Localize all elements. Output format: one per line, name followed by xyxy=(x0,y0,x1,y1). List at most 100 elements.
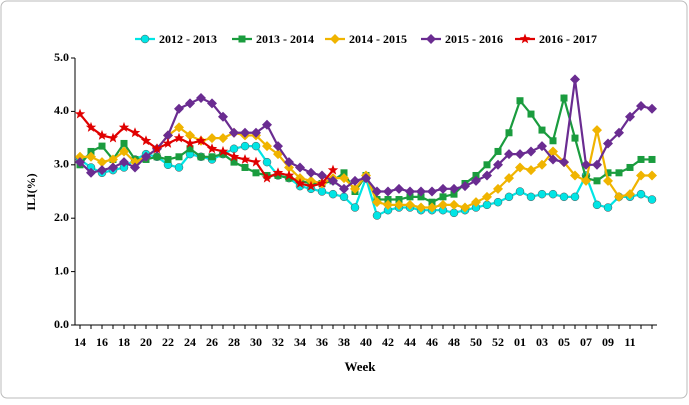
legend-label: 2016 - 2017 xyxy=(539,32,597,46)
data-point xyxy=(86,167,96,178)
x-tick-label: 30 xyxy=(250,335,262,349)
data-point xyxy=(372,211,382,220)
data-point xyxy=(86,151,96,162)
data-point xyxy=(294,178,306,188)
data-point xyxy=(571,134,579,142)
data-point xyxy=(274,171,282,179)
data-point xyxy=(230,158,238,166)
data-point xyxy=(383,186,393,197)
data-point xyxy=(637,155,645,163)
data-point xyxy=(570,170,580,181)
data-point xyxy=(538,126,546,134)
data-point xyxy=(316,178,328,188)
x-tick-label: 44 xyxy=(404,335,416,349)
data-point xyxy=(647,170,657,181)
data-point xyxy=(98,142,106,150)
data-point xyxy=(625,189,635,200)
data-point xyxy=(153,153,161,161)
x-tick-label: 05 xyxy=(558,335,570,349)
data-point xyxy=(197,153,205,161)
data-point xyxy=(537,159,547,170)
data-point xyxy=(450,190,458,198)
data-point xyxy=(196,93,206,104)
data-point xyxy=(482,200,492,210)
data-point xyxy=(494,147,502,155)
data-point xyxy=(405,186,415,197)
data-point xyxy=(515,162,525,173)
data-point xyxy=(174,103,184,114)
legend-marker xyxy=(426,34,436,44)
data-point xyxy=(416,202,426,213)
data-point xyxy=(460,202,470,213)
data-point xyxy=(317,170,327,181)
data-point xyxy=(217,145,229,156)
data-point xyxy=(241,163,249,171)
data-point xyxy=(252,169,260,177)
data-point xyxy=(339,183,349,194)
data-point xyxy=(218,133,228,144)
data-point xyxy=(272,167,284,178)
data-point xyxy=(482,191,492,202)
data-point xyxy=(527,110,535,118)
data-point xyxy=(229,127,239,138)
data-point xyxy=(339,173,349,184)
data-point xyxy=(504,173,514,184)
data-point xyxy=(350,175,360,186)
data-point xyxy=(295,162,305,173)
data-point xyxy=(361,173,371,184)
data-point xyxy=(592,159,602,170)
data-point xyxy=(515,187,525,196)
data-point xyxy=(372,186,382,197)
data-point xyxy=(305,180,317,191)
data-point xyxy=(129,127,141,138)
data-point xyxy=(208,153,216,161)
data-point xyxy=(273,141,283,152)
data-point xyxy=(173,132,185,143)
x-tick-label: 09 xyxy=(602,335,614,349)
data-point xyxy=(350,203,360,212)
data-point xyxy=(625,111,635,122)
data-point xyxy=(219,150,227,158)
data-point xyxy=(195,135,207,146)
data-point xyxy=(251,141,261,151)
data-point xyxy=(327,164,339,175)
data-point xyxy=(218,111,228,122)
legend-marker xyxy=(238,35,246,43)
data-point xyxy=(493,159,503,170)
data-point xyxy=(118,121,130,132)
data-point xyxy=(262,119,272,130)
data-point xyxy=(406,193,414,201)
x-tick-label: 01 xyxy=(514,335,526,349)
data-point xyxy=(581,175,591,186)
data-point xyxy=(306,167,316,178)
x-tick-label: 40 xyxy=(360,335,372,349)
data-point xyxy=(592,125,602,136)
data-point xyxy=(328,189,338,199)
x-tick-label: 50 xyxy=(470,335,482,349)
data-point xyxy=(603,138,613,149)
legend-marker xyxy=(330,34,340,44)
data-point xyxy=(647,103,657,114)
data-point xyxy=(636,170,646,181)
legend-label: 2014 - 2015 xyxy=(349,32,407,46)
data-point xyxy=(647,195,657,204)
data-point xyxy=(97,165,107,176)
x-tick-label: 52 xyxy=(492,335,504,349)
data-point xyxy=(537,141,547,152)
data-point xyxy=(262,157,272,167)
data-point xyxy=(438,199,448,210)
legend-label: 2012 - 2013 xyxy=(159,32,217,46)
data-point xyxy=(75,157,85,168)
data-point xyxy=(175,153,183,161)
data-point xyxy=(372,197,382,208)
data-point xyxy=(626,163,634,171)
data-point xyxy=(482,170,492,181)
data-point xyxy=(515,149,525,160)
data-point xyxy=(603,203,613,212)
data-point xyxy=(593,177,601,185)
data-point xyxy=(505,129,513,137)
data-point xyxy=(427,202,437,213)
data-point xyxy=(449,199,459,210)
data-point xyxy=(130,162,140,173)
data-point xyxy=(395,196,403,204)
